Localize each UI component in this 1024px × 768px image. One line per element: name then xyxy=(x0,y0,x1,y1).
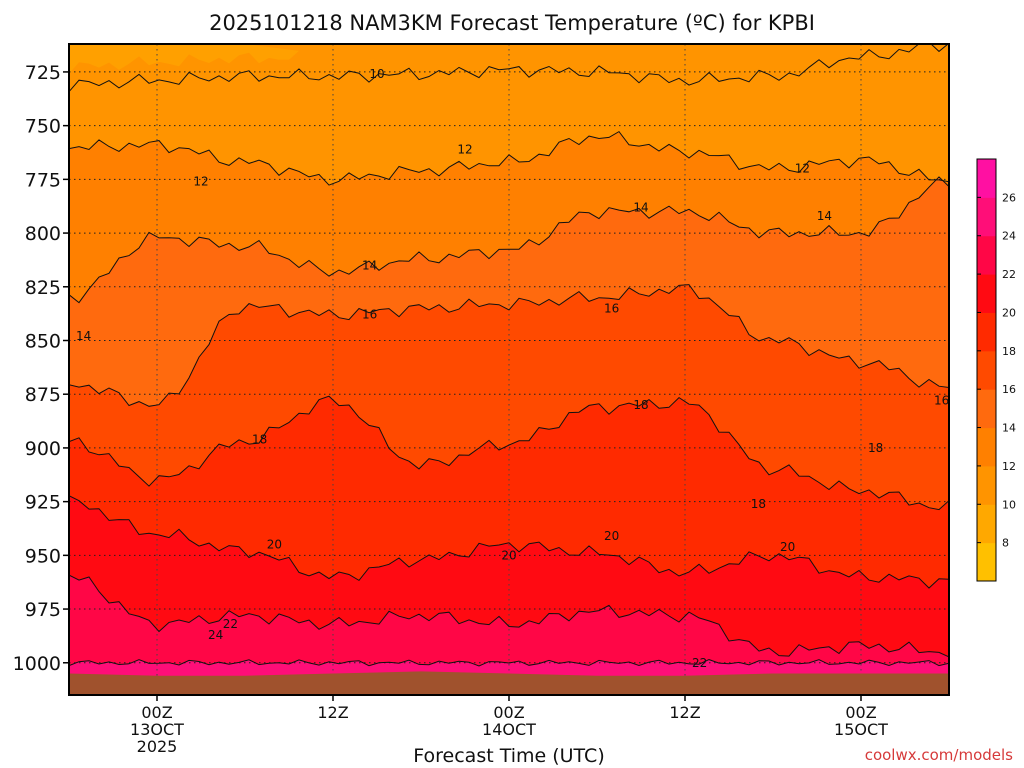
y-tick-label: 875 xyxy=(25,384,61,406)
watermark: coolwx.com/models xyxy=(865,746,1013,764)
contour-labels: 10 12 12 12 14 14 14 14 16 16 16 18 18 18 18 20 20 20 20 22… xyxy=(76,67,949,670)
x-tick-label: 15OCT xyxy=(834,720,888,739)
colorbar-segment xyxy=(977,389,996,429)
colorbar-segment xyxy=(977,274,996,313)
contour-label: 22 xyxy=(223,617,238,631)
contour-label: 16 xyxy=(934,394,949,408)
contour-label: 18 xyxy=(633,398,648,412)
colorbar-label: 24 xyxy=(1002,230,1016,243)
contour-label: 20 xyxy=(780,540,795,554)
colorbar-label: 14 xyxy=(1002,422,1016,435)
contour-line-18 xyxy=(69,395,949,511)
contour-label: 14 xyxy=(76,329,91,343)
x-tick-label: 00Z xyxy=(845,703,876,722)
band-cold-patch xyxy=(69,44,299,74)
colorbar: 8 10 12 14 16 18 20 22 24 26 xyxy=(976,158,1016,582)
contour-lines xyxy=(69,44,949,667)
colorbar-segment xyxy=(977,427,996,467)
colorbar-segment xyxy=(977,350,996,390)
chart-title: 2025101218 NAM3KM Forecast Temperature (… xyxy=(209,11,815,35)
contour-label: 16 xyxy=(604,301,619,315)
colorbar-segment xyxy=(977,312,996,352)
contour-label: 18 xyxy=(252,432,267,446)
y-tick-label: 975 xyxy=(25,599,61,621)
y-tick-label: 825 xyxy=(25,277,61,299)
x-tick-label: 00Z xyxy=(493,703,524,722)
colorbar-segment xyxy=(977,159,996,198)
contour-label: 18 xyxy=(868,441,883,455)
colorbar-label: 20 xyxy=(1002,306,1016,319)
y-tick-label: 950 xyxy=(25,545,61,567)
contour-label: 10 xyxy=(369,67,384,81)
x-tick-label: 00Z xyxy=(141,703,172,722)
colorbar-segment xyxy=(977,465,996,505)
grid-lines xyxy=(69,44,949,695)
x-tick-label: 13OCT xyxy=(130,720,184,739)
colorbar-segment xyxy=(977,504,996,544)
contour-label: 24 xyxy=(208,628,223,642)
contour-line-24 xyxy=(69,659,949,667)
colorbar-segment xyxy=(977,197,996,237)
pressure-axis: 725 750 775 800 825 850 875 900 925 950 975 1000 xyxy=(13,62,69,675)
ground-surface xyxy=(69,671,949,695)
contour-label: 12 xyxy=(193,175,208,189)
contour-label: 20 xyxy=(501,548,516,562)
contour-label: 20 xyxy=(604,529,619,543)
colorbar-segment xyxy=(977,235,996,275)
y-tick-label: 750 xyxy=(25,116,61,138)
y-tick-label: 800 xyxy=(25,223,61,245)
colorbar-frame xyxy=(976,158,997,582)
x-tick-label: 12Z xyxy=(669,703,700,722)
x-tick-label: 14OCT xyxy=(482,720,536,739)
contour-label: 16 xyxy=(362,308,377,322)
x-axis-label: Forecast Time (UTC) xyxy=(413,745,604,767)
contour-line-16 xyxy=(69,284,949,407)
colorbar-segment xyxy=(977,542,996,582)
colorbar-label: 26 xyxy=(1002,191,1016,204)
colorbar-label: 16 xyxy=(1002,383,1016,396)
contour-line-14 xyxy=(69,176,949,304)
y-tick-label: 775 xyxy=(25,169,61,191)
contour-label: 20 xyxy=(267,538,282,552)
contour-label: 14 xyxy=(633,200,648,214)
colorbar-label: 10 xyxy=(1002,498,1016,511)
contour-label: 12 xyxy=(457,142,472,156)
x-tick-label: 12Z xyxy=(317,703,348,722)
contour-line-20 xyxy=(69,495,949,589)
contour-line-10 xyxy=(69,44,949,93)
contour-label: 14 xyxy=(362,258,377,272)
colorbar-label: 12 xyxy=(1002,460,1016,473)
colorbar-label: 18 xyxy=(1002,345,1016,358)
y-tick-label: 925 xyxy=(25,492,61,514)
colorbar-label: 8 xyxy=(1002,537,1009,550)
contour-label: 12 xyxy=(795,162,810,176)
contour-label: 18 xyxy=(751,497,766,511)
y-tick-label: 850 xyxy=(25,330,61,352)
y-tick-label: 1000 xyxy=(13,653,61,675)
contour-label: 14 xyxy=(817,209,832,223)
contour-line-22 xyxy=(69,574,949,658)
y-tick-label: 900 xyxy=(25,438,61,460)
contour-label: 22 xyxy=(692,656,707,670)
contour-line-12 xyxy=(69,130,949,186)
surface-fill xyxy=(69,671,949,695)
x-tick-label: 2025 xyxy=(137,737,178,756)
y-tick-label: 725 xyxy=(25,62,61,84)
colorbar-label: 22 xyxy=(1002,268,1016,281)
